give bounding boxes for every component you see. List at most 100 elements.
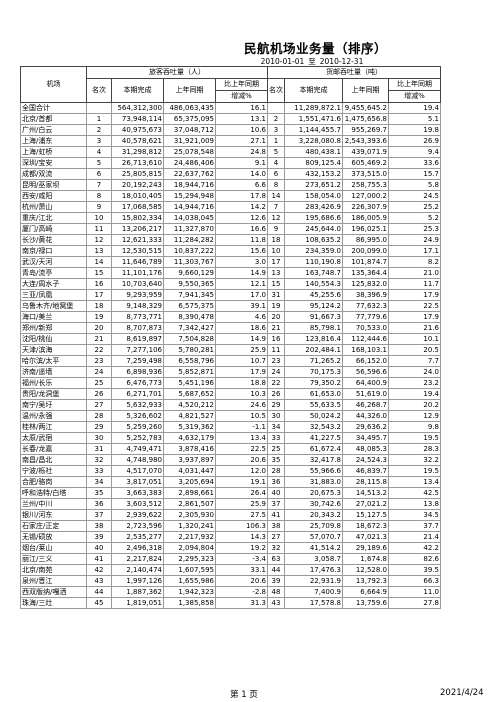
cell-passenger-rank: 35 xyxy=(86,487,112,499)
cell-airport: 北京/首都 xyxy=(20,113,87,125)
cell-cargo-rank: 34 xyxy=(267,421,285,433)
cell-passenger-rank: 6 xyxy=(86,168,112,180)
cell-cargo-rank: 39 xyxy=(267,575,285,587)
cell-cargo-rank: 35 xyxy=(267,454,285,466)
cell-cargo-rank: 2 xyxy=(267,113,285,125)
cell-passenger-same-period: 1,942,323 xyxy=(163,586,216,598)
cell-airport: 哈尔滨/太平 xyxy=(20,355,87,367)
cell-cargo-current: 32,543.2 xyxy=(284,421,343,433)
cell-cargo-same-period: 125,832.0 xyxy=(342,278,389,290)
cell-passenger-growth: 14.9 xyxy=(215,267,268,279)
cell-passenger-same-period: 22,637,762 xyxy=(163,168,216,180)
cell-passenger-rank: 29 xyxy=(86,421,112,433)
table-row: 成都/双流 6 25,805,815 22,637,762 14.0 6 432,153.2… xyxy=(20,168,441,180)
header-cargo-rank: 名次 xyxy=(267,78,285,103)
cell-passenger-same-period: 25,078,548 xyxy=(163,146,216,158)
cell-cargo-growth: 9.4 xyxy=(388,146,441,158)
cell-passenger-rank: 17 xyxy=(86,289,112,301)
cell-passenger-growth: 10.3 xyxy=(215,388,268,400)
cell-passenger-current: 3,663,383 xyxy=(111,487,164,499)
cell-passenger-growth: 20.6 xyxy=(215,575,268,587)
cell-passenger-same-period: 11,284,282 xyxy=(163,234,216,246)
cell-cargo-growth: 28.3 xyxy=(388,443,441,455)
airport-traffic-table: 机场 旅客吞吐量（人） 货邮吞吐量（吨） 名次 本期完成 上年同期 比上年同期 … xyxy=(20,66,441,609)
cell-cargo-current: 3,228,080.8 xyxy=(284,135,343,147)
cell-cargo-rank: 10 xyxy=(267,245,285,257)
cell-cargo-growth: 15.7 xyxy=(388,168,441,180)
cell-passenger-current: 6,271,701 xyxy=(111,388,164,400)
cell-passenger-same-period: 5,687,652 xyxy=(163,388,216,400)
cell-passenger-rank: 18 xyxy=(86,300,112,312)
table-row: 青岛/流亭 15 11,101,176 9,660,129 14.9 13 163,748.… xyxy=(20,267,441,279)
cell-cargo-growth: 7.7 xyxy=(388,355,441,367)
cell-passenger-growth: 106.3 xyxy=(215,520,268,532)
cell-passenger-current: 17,068,585 xyxy=(111,201,164,213)
cell-passenger-same-period: 18,944,716 xyxy=(163,179,216,191)
cell-cargo-growth: 17.9 xyxy=(388,311,441,323)
cell-passenger-growth: -1.1 xyxy=(215,421,268,433)
cell-passenger-same-period: 5,852,871 xyxy=(163,366,216,378)
table-row: 昆明/巫家坝 7 20,192,243 18,944,716 6.6 8 273,651.2… xyxy=(20,179,441,191)
cell-airport: 温州/永强 xyxy=(20,410,87,422)
cell-passenger-rank: 26 xyxy=(86,388,112,400)
cell-passenger-same-period: 486,063,435 xyxy=(163,102,216,114)
cell-passenger-growth: 10.7 xyxy=(215,355,268,367)
cell-cargo-same-period: 955,269.7 xyxy=(342,124,389,136)
cell-cargo-growth: 24.9 xyxy=(388,234,441,246)
header-passenger-growth-unit: 增减% xyxy=(215,90,268,103)
cell-cargo-same-period: 77,779.6 xyxy=(342,311,389,323)
header-cargo-current: 本期完成 xyxy=(284,78,343,103)
cell-cargo-same-period: 135,364.4 xyxy=(342,267,389,279)
cell-cargo-same-period: 200,099.0 xyxy=(342,245,389,257)
cell-cargo-current: 245,644.0 xyxy=(284,223,343,235)
table-row: 沈阳/桃仙 21 8,619,897 7,504,828 14.9 16 123,816.4… xyxy=(20,333,441,345)
cell-passenger-growth: 12.6 xyxy=(215,212,268,224)
cell-airport: 呼和浩特/白塔 xyxy=(20,487,87,499)
cell-passenger-growth: 15.6 xyxy=(215,245,268,257)
cell-cargo-same-period: 29,189.6 xyxy=(342,542,389,554)
table-row: 天津/滨海 22 7,277,106 5,780,281 25.9 11 202,484.1… xyxy=(20,344,441,356)
cell-airport: 西双版纳/嘎洒 xyxy=(20,586,87,598)
table-row: 三亚/凤凰 17 9,293,959 7,941,345 17.0 31 45,255.6 3… xyxy=(20,289,441,301)
cell-passenger-growth: 24.8 xyxy=(215,146,268,158)
header-passenger-current: 本期完成 xyxy=(111,78,164,103)
cell-cargo-growth: 21.4 xyxy=(388,531,441,543)
cell-passenger-current: 4,749,471 xyxy=(111,443,164,455)
cell-passenger-rank: 12 xyxy=(86,234,112,246)
cell-passenger-growth: 12.0 xyxy=(215,465,268,477)
cell-cargo-current: 3,058.7 xyxy=(284,553,343,565)
table-row: 银川/河东 37 2,939,622 2,305,930 27.5 41 20,343.2 1… xyxy=(20,509,441,521)
cell-cargo-same-period: 127,000.2 xyxy=(342,190,389,202)
cell-passenger-rank: 5 xyxy=(86,157,112,169)
cell-passenger-rank: 41 xyxy=(86,553,112,565)
table-row: 北京/首都 1 73,948,114 65,375,095 13.1 2 1,551,471… xyxy=(20,113,441,125)
cell-passenger-current: 5,252,783 xyxy=(111,432,164,444)
cell-passenger-growth: 9.1 xyxy=(215,157,268,169)
cell-passenger-rank: 23 xyxy=(86,355,112,367)
table-row: 福州/长乐 25 6,476,773 5,451,196 18.8 22 79,350.2 6… xyxy=(20,377,441,389)
cell-passenger-current: 4,748,980 xyxy=(111,454,164,466)
cell-cargo-rank: 29 xyxy=(267,399,285,411)
cell-cargo-rank: 27 xyxy=(267,531,285,543)
cell-passenger-rank: 31 xyxy=(86,443,112,455)
cell-cargo-current: 1,144,455.7 xyxy=(284,124,343,136)
cell-passenger-current: 2,723,596 xyxy=(111,520,164,532)
table-row: 长春/龙嘉 31 4,749,471 3,878,416 22.5 25 61,672.4 4… xyxy=(20,443,441,455)
cell-cargo-current: 163,748.7 xyxy=(284,267,343,279)
cell-cargo-same-period: 168,103.1 xyxy=(342,344,389,356)
cell-passenger-same-period: 65,375,095 xyxy=(163,113,216,125)
cell-passenger-rank: 11 xyxy=(86,223,112,235)
cell-cargo-rank: 38 xyxy=(267,520,285,532)
cell-passenger-current: 564,312,300 xyxy=(111,102,164,114)
cell-cargo-growth: 11.0 xyxy=(388,586,441,598)
cell-cargo-current: 432,153.2 xyxy=(284,168,343,180)
cell-passenger-same-period: 14,944,716 xyxy=(163,201,216,213)
cell-passenger-current: 6,476,773 xyxy=(111,377,164,389)
cell-passenger-current: 8,619,897 xyxy=(111,333,164,345)
cell-cargo-growth: 9.8 xyxy=(388,421,441,433)
table-row: 乌鲁木齐/地窝堡 18 9,148,329 6,575,375 39.1 19 95,124… xyxy=(20,300,441,312)
cell-passenger-current: 40,578,621 xyxy=(111,135,164,147)
cell-passenger-current: 13,206,217 xyxy=(111,223,164,235)
cell-cargo-growth: 32.2 xyxy=(388,454,441,466)
cell-cargo-rank: 13 xyxy=(267,267,285,279)
